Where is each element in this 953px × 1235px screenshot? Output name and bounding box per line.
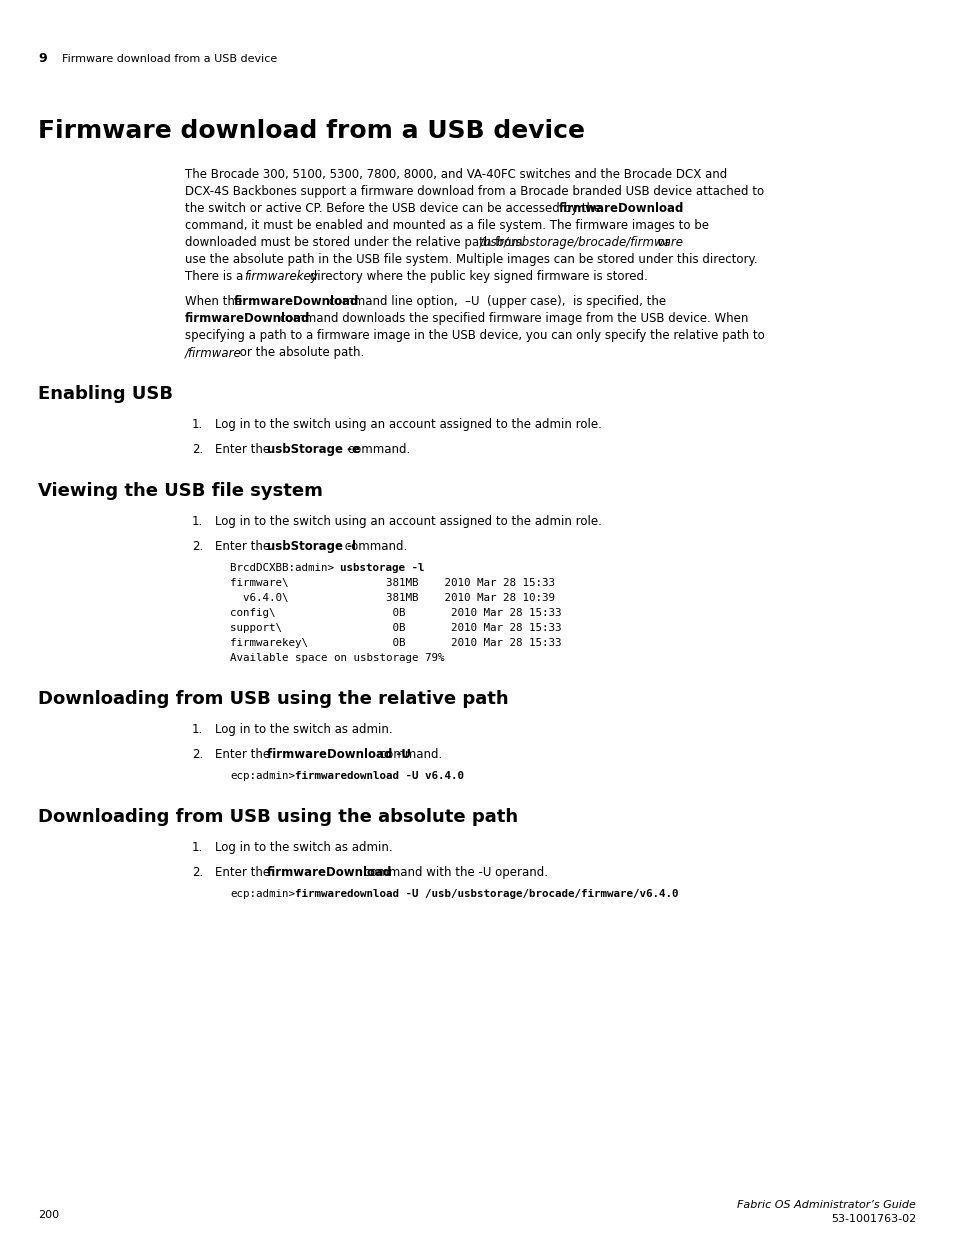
Text: The Brocade 300, 5100, 5300, 7800, 8000, and VA-40FC switches and the Brocade DC: The Brocade 300, 5100, 5300, 7800, 8000,… (185, 168, 726, 182)
Text: 1.: 1. (192, 417, 203, 431)
Text: firmwarekey\             0B       2010 Mar 28 15:33: firmwarekey\ 0B 2010 Mar 28 15:33 (230, 638, 561, 648)
Text: support\                 0B       2010 Mar 28 15:33: support\ 0B 2010 Mar 28 15:33 (230, 622, 561, 634)
Text: use the absolute path in the USB file system. Multiple images can be stored unde: use the absolute path in the USB file sy… (185, 253, 757, 266)
Text: DCX-4S Backbones support a firmware download from a Brocade branded USB device a: DCX-4S Backbones support a firmware down… (185, 185, 763, 198)
Text: Log in to the switch as admin.: Log in to the switch as admin. (214, 841, 393, 853)
Text: Downloading from USB using the relative path: Downloading from USB using the relative … (38, 690, 508, 708)
Text: 1.: 1. (192, 515, 203, 529)
Text: command.: command. (344, 443, 410, 456)
Text: 1.: 1. (192, 841, 203, 853)
Text: Enter the: Enter the (214, 866, 274, 879)
Text: command with the -U operand.: command with the -U operand. (359, 866, 547, 879)
Text: downloaded must be stored under the relative path from: downloaded must be stored under the rela… (185, 236, 526, 249)
Text: command downloads the specified firmware image from the USB device. When: command downloads the specified firmware… (275, 312, 747, 325)
Text: firmwareDownload -U: firmwareDownload -U (267, 748, 411, 761)
Text: Enter the: Enter the (214, 540, 274, 553)
Text: directory where the public key signed firmware is stored.: directory where the public key signed fi… (306, 270, 647, 283)
Text: or the absolute path.: or the absolute path. (235, 346, 364, 359)
Text: command line option,  –U  (upper case),  is specified, the: command line option, –U (upper case), is… (325, 295, 665, 308)
Text: or: or (654, 236, 669, 249)
Text: firmwarekey: firmwarekey (244, 270, 317, 283)
Text: /usb/usbstorage/brocade/firmware: /usb/usbstorage/brocade/firmware (479, 236, 683, 249)
Text: firmwaredownload -U /usb/usbstorage/brocade/firmware/v6.4.0: firmwaredownload -U /usb/usbstorage/broc… (294, 889, 678, 899)
Text: Log in to the switch using an account assigned to the admin role.: Log in to the switch using an account as… (214, 417, 601, 431)
Text: Viewing the USB file system: Viewing the USB file system (38, 482, 322, 500)
Text: Downloading from USB using the absolute path: Downloading from USB using the absolute … (38, 808, 517, 826)
Text: 9: 9 (38, 52, 47, 65)
Text: usbstorage -l: usbstorage -l (339, 563, 424, 573)
Text: firmwaredownload -U v6.4.0: firmwaredownload -U v6.4.0 (294, 771, 463, 781)
Text: config\                  0B       2010 Mar 28 15:33: config\ 0B 2010 Mar 28 15:33 (230, 608, 561, 618)
Text: Enter the: Enter the (214, 443, 274, 456)
Text: When the: When the (185, 295, 246, 308)
Text: ecp:admin>: ecp:admin> (230, 771, 294, 781)
Text: firmwareDownload: firmwareDownload (267, 866, 392, 879)
Text: the switch or active CP. Before the USB device can be accessed by the: the switch or active CP. Before the USB … (185, 203, 604, 215)
Text: Log in to the switch using an account assigned to the admin role.: Log in to the switch using an account as… (214, 515, 601, 529)
Text: Firmware download from a USB device: Firmware download from a USB device (38, 119, 584, 143)
Text: command.: command. (340, 540, 407, 553)
Text: usbStorage -l: usbStorage -l (267, 540, 355, 553)
Text: 1.: 1. (192, 722, 203, 736)
Text: There is a: There is a (185, 270, 247, 283)
Text: 200: 200 (38, 1210, 59, 1220)
Text: firmwareDownload: firmwareDownload (185, 312, 310, 325)
Text: Firmware download from a USB device: Firmware download from a USB device (62, 54, 277, 64)
Text: Enter the: Enter the (214, 748, 274, 761)
Text: command.: command. (375, 748, 442, 761)
Text: firmwareDownload: firmwareDownload (558, 203, 683, 215)
Text: 53-1001763-02: 53-1001763-02 (830, 1214, 915, 1224)
Text: ecp:admin>: ecp:admin> (230, 889, 294, 899)
Text: Log in to the switch as admin.: Log in to the switch as admin. (214, 722, 393, 736)
Text: 2.: 2. (192, 866, 203, 879)
Text: /firmware: /firmware (185, 346, 241, 359)
Text: firmware\               381MB    2010 Mar 28 15:33: firmware\ 381MB 2010 Mar 28 15:33 (230, 578, 555, 588)
Text: command, it must be enabled and mounted as a file system. The firmware images to: command, it must be enabled and mounted … (185, 219, 708, 232)
Text: specifying a path to a firmware image in the USB device, you can only specify th: specifying a path to a firmware image in… (185, 329, 764, 342)
Text: firmwareDownload: firmwareDownload (233, 295, 359, 308)
Text: Fabric OS Administrator’s Guide: Fabric OS Administrator’s Guide (737, 1200, 915, 1210)
Text: v6.4.0\               381MB    2010 Mar 28 10:39: v6.4.0\ 381MB 2010 Mar 28 10:39 (230, 593, 555, 603)
Text: BrcdDCXBB:admin>: BrcdDCXBB:admin> (230, 563, 340, 573)
Text: Enabling USB: Enabling USB (38, 385, 172, 403)
Text: 2.: 2. (192, 748, 203, 761)
Text: usbStorage -e: usbStorage -e (267, 443, 359, 456)
Text: Available space on usbstorage 79%: Available space on usbstorage 79% (230, 653, 444, 663)
Text: 2.: 2. (192, 443, 203, 456)
Text: 2.: 2. (192, 540, 203, 553)
